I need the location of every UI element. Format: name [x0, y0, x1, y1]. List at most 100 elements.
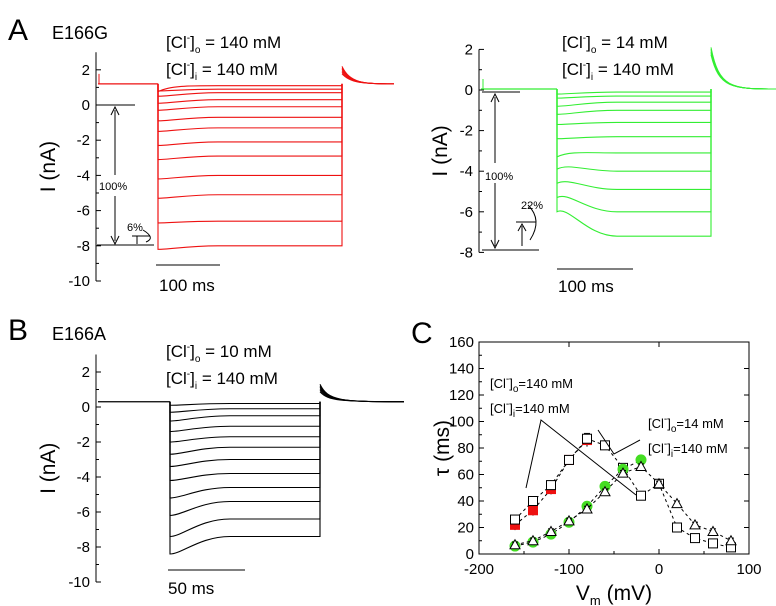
current-trace	[169, 401, 321, 468]
y-tick-label: 160	[449, 334, 474, 351]
conc-prefix: [Cl	[166, 33, 187, 52]
data-point-open-triangle	[527, 534, 539, 546]
y-tick-label: 120	[449, 387, 474, 404]
y-tick-label: -2	[77, 132, 90, 149]
x-tick-label: 0	[655, 561, 663, 578]
conc-sub: i	[195, 72, 197, 83]
conc-sup: -	[506, 399, 509, 410]
y-tick-label: -6	[77, 203, 90, 220]
current-trace	[169, 401, 321, 413]
conc-in-c-green: [Cl-]i=140 mM	[648, 439, 728, 460]
arrow-head-down	[110, 235, 120, 246]
conc-sub: o	[671, 424, 677, 435]
current-trace	[556, 88, 712, 191]
data-point-red-square	[528, 505, 538, 516]
annotation-a2	[482, 91, 539, 251]
data-point-open-triangle	[509, 538, 521, 550]
y-axis-label: I (nA)	[429, 125, 452, 176]
tail-current-trace	[341, 73, 395, 85]
tail-current-trace	[341, 67, 395, 85]
y-tick-label: 80	[457, 440, 474, 457]
conc-sup: -	[664, 439, 667, 450]
current-trace	[169, 401, 321, 422]
y-tick-label: 0	[465, 82, 473, 99]
x-axis-label: Vm (mV)	[576, 582, 652, 606]
conc-out-a2: [Cl-]o = 14 mM	[562, 33, 668, 56]
tail-current-trace	[319, 388, 405, 403]
current-trace	[556, 88, 712, 95]
conc-sup: -	[187, 60, 190, 71]
current-trace	[157, 83, 343, 180]
leader-lines-c	[525, 419, 641, 496]
tail-current-trace	[319, 384, 405, 403]
y-tick-label: -2	[460, 123, 473, 140]
conc-out-b: [Cl-]o = 10 mM	[166, 342, 272, 365]
data-point-open-triangle	[707, 525, 719, 536]
current-trace	[556, 88, 712, 172]
conc-sub: o	[195, 45, 201, 56]
data-point-open-square	[690, 533, 700, 544]
conc-close: ]	[509, 376, 513, 391]
current-trace	[556, 88, 712, 158]
conc-sub: i	[195, 381, 197, 392]
current-trace	[169, 401, 321, 538]
current-trace	[157, 83, 343, 161]
conc-value: = 140 mM	[197, 60, 278, 79]
current-trace	[157, 83, 343, 93]
conc-sup: -	[187, 342, 190, 353]
y-axis-label: τ (ms)	[431, 420, 454, 476]
arrow-head-up	[110, 105, 120, 116]
current-trace	[169, 401, 321, 555]
y-tick-label: 60	[457, 467, 474, 484]
conc-sub: o	[591, 45, 597, 56]
current-trace	[556, 88, 712, 107]
conc-close: ]	[190, 342, 195, 361]
data-point-open-triangle	[599, 485, 611, 497]
conc-sub: i	[513, 409, 515, 420]
scale-label-b: 50 ms	[168, 579, 214, 598]
y-tick-label: 0	[82, 399, 90, 416]
y-tick-label: -4	[460, 163, 473, 180]
conc-prefix: [Cl	[648, 416, 664, 431]
current-trace	[169, 401, 321, 406]
y-tick-label: -10	[68, 273, 90, 290]
panel-letter-b: B	[8, 314, 28, 347]
percent-total-a2: 100%	[485, 171, 513, 183]
conc-prefix: [Cl	[166, 60, 187, 79]
conc-value: = 140 mM	[593, 60, 674, 79]
percent-fraction-a1: 6%	[127, 222, 143, 234]
conc-sup: -	[583, 33, 586, 44]
conc-out-c-red: [Cl-]o=140 mM	[490, 374, 573, 395]
data-point-open-triangle	[653, 477, 665, 489]
conc-in-a1: [Cl-]i = 140 mM	[166, 60, 278, 83]
current-trace	[169, 401, 321, 482]
panel-letter-a: A	[8, 14, 28, 47]
curved-arrow	[527, 204, 537, 241]
data-point-open-triangle	[545, 525, 557, 536]
scale-label-a2: 100 ms	[558, 277, 614, 296]
tail-current-trace	[319, 385, 405, 403]
data-point-open-triangle	[689, 518, 701, 530]
conc-prefix: [Cl	[166, 342, 187, 361]
current-trace	[556, 88, 712, 237]
scale-label-a1: 100 ms	[159, 276, 215, 295]
conc-value: =140 mM	[518, 376, 573, 391]
data-point-open-triangle	[635, 460, 647, 472]
conc-in-b: [Cl-]i = 140 mM	[166, 369, 278, 392]
data-point-open-triangle	[563, 514, 575, 526]
conc-sup: -	[187, 33, 190, 44]
conc-value: = 140 mM	[200, 33, 281, 52]
y-tick-label: 2	[82, 364, 90, 381]
current-trace	[157, 83, 343, 250]
current-trace	[169, 401, 321, 443]
data-point-open-square	[636, 490, 646, 501]
conc-sub: o	[195, 354, 201, 365]
current-trace	[157, 83, 343, 92]
data-point-open-square	[672, 522, 682, 533]
conc-value: = 10 mM	[200, 342, 271, 361]
x-tick-label: 100	[736, 561, 761, 578]
y-tick-label: 20	[457, 520, 474, 537]
x-tick-label: -200	[464, 561, 494, 578]
current-trace	[157, 83, 343, 147]
